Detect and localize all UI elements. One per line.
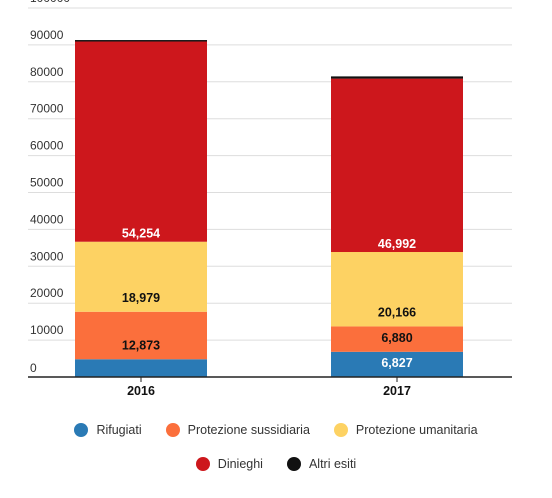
x-tick-label: 2016: [127, 384, 155, 398]
legend-label-dinieghi: Dinieghi: [217, 457, 263, 471]
legend-label-altri-esiti: Altri esiti: [308, 457, 357, 471]
legend-item-rifugiati[interactable]: Rifugiati: [74, 423, 142, 437]
data-label: 6,827: [381, 356, 412, 370]
bar-segment: [75, 41, 207, 242]
x-tick-label: 2017: [383, 384, 411, 398]
legend-label-protezione-sussidiaria: Protezione sussidiaria: [187, 423, 310, 437]
legend-item-protezione-sussidiaria[interactable]: Protezione sussidiaria: [165, 423, 310, 437]
y-tick-label: 20000: [30, 286, 64, 300]
stacked-bar-chart: 0 10000 20000 30000 40000 50000 60000 70000 8000…: [28, 0, 512, 398]
y-tick-label: 50000: [30, 176, 64, 190]
bar-segment: [75, 241, 207, 312]
data-label: 6,880: [381, 331, 412, 345]
legend-item-altri-esiti[interactable]: Altri esiti: [286, 457, 357, 471]
bar-segment: [75, 311, 207, 360]
legend-row-2: Dinieghi Altri esiti: [0, 457, 552, 471]
data-label: 54,254: [122, 227, 160, 241]
legend-label-rifugiati: Rifugiati: [96, 423, 142, 437]
legend-swatch-protezione-sussidiaria: [165, 423, 180, 437]
legend-label-protezione-umanitaria: Protezione umanitaria: [355, 423, 478, 437]
bar-segment: [331, 252, 463, 327]
data-label: 18,979: [122, 291, 160, 305]
y-tick-label: 60000: [30, 139, 64, 153]
bar-segment: [331, 351, 463, 377]
y-tick-label: 70000: [30, 102, 64, 116]
data-label: 12,873: [122, 338, 160, 352]
legend-item-protezione-umanitaria[interactable]: Protezione umanitaria: [333, 423, 478, 437]
legend-row-1: Rifugiati Protezione sussidiaria Protezi…: [0, 423, 552, 437]
legend-swatch-altri-esiti: [286, 457, 301, 471]
bar-segment: [331, 326, 463, 352]
y-tick-label: 30000: [30, 249, 64, 263]
y-tick-label: 0: [30, 361, 37, 375]
y-tick-label: 100000: [30, 0, 70, 5]
data-label: 20,166: [378, 305, 416, 319]
legend-swatch-protezione-umanitaria: [333, 423, 348, 437]
bar-segment: [331, 78, 463, 253]
bar-segment: [75, 359, 207, 377]
legend-swatch-rifugiati: [74, 423, 89, 437]
y-tick-label: 80000: [30, 65, 64, 79]
bar-segment: [331, 76, 463, 79]
y-tick-label: 10000: [30, 323, 64, 337]
data-label: 46,992: [378, 237, 416, 251]
y-tick-label: 90000: [30, 28, 64, 42]
bar-segment: [75, 40, 207, 42]
y-tick-label: 40000: [30, 212, 64, 226]
legend-item-dinieghi[interactable]: Dinieghi: [195, 457, 263, 471]
legend-swatch-dinieghi: [195, 457, 210, 471]
